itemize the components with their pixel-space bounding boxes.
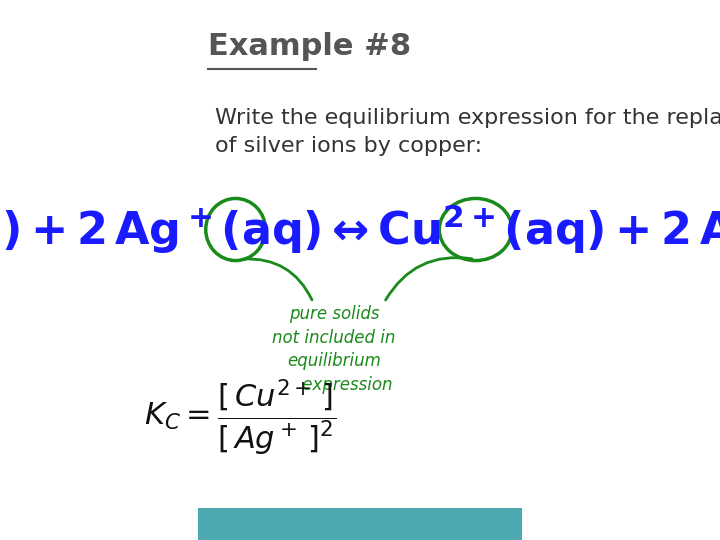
Text: Write the equilibrium expression for the replacement
of silver ions by copper:: Write the equilibrium expression for the…: [215, 108, 720, 156]
Text: pure solids
not included in
equilibrium
     expression: pure solids not included in equilibrium …: [272, 305, 396, 394]
FancyBboxPatch shape: [199, 508, 521, 540]
Text: $\mathbf{Cu\,(s) + 2\,Ag^+(aq) \leftrightarrow Cu^{2+}(aq) + 2\,Ag\,(s)}$: $\mathbf{Cu\,(s) + 2\,Ag^+(aq) \leftrigh…: [0, 202, 720, 256]
Text: $\mathit{K_C} = \dfrac{[\,Cu^{2+}\,]}{[\,Ag^+\,]^2}$: $\mathit{K_C} = \dfrac{[\,Cu^{2+}\,]}{[\…: [144, 378, 337, 458]
Text: Example #8: Example #8: [208, 32, 411, 62]
